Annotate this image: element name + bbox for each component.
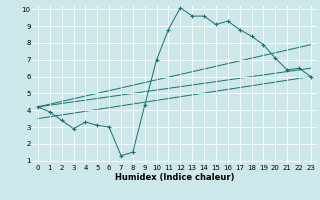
X-axis label: Humidex (Indice chaleur): Humidex (Indice chaleur) [115, 173, 234, 182]
